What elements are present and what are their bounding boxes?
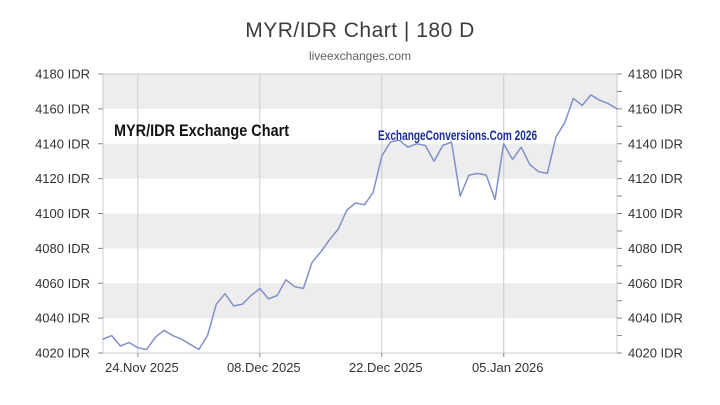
y-axis-label-right: 4040 IDR	[628, 311, 683, 326]
y-axis-label-right: 4160 IDR	[628, 101, 683, 116]
y-axis-label-left: 4100 IDR	[35, 206, 90, 221]
page-subtitle: liveexchanges.com	[308, 49, 412, 63]
y-axis-label-left: 4180 IDR	[35, 67, 90, 82]
rate-line-series	[102, 94, 618, 351]
grid-stripe	[103, 283, 617, 319]
y-axis-label-right: 4020 IDR	[628, 346, 683, 361]
y-axis-label-right: 4100 IDR	[628, 206, 683, 221]
watermark-exchange-chart: MYR/IDR Exchange Chart	[114, 121, 290, 140]
y-axis-label-left: 4160 IDR	[35, 101, 90, 116]
grid-stripe	[103, 143, 617, 179]
x-axis-label: 08.Dec 2025	[227, 360, 301, 375]
y-axis-label-left: 4040 IDR	[35, 311, 90, 326]
y-axis-label-left: 4020 IDR	[35, 346, 90, 361]
y-axis-label-left: 4080 IDR	[35, 241, 90, 256]
y-axis-label-left: 4060 IDR	[35, 276, 90, 291]
x-axis-label: 05.Jan 2026	[472, 360, 544, 375]
y-axis-label-right: 4080 IDR	[628, 241, 683, 256]
y-axis-label-right: 4140 IDR	[628, 136, 683, 151]
y-axis-label-left: 4120 IDR	[35, 171, 90, 186]
grid-stripe	[103, 213, 617, 249]
page-title: MYR/IDR Chart | 180 D	[245, 19, 475, 42]
grid-stripe	[103, 74, 617, 109]
y-axis-label-right: 4180 IDR	[628, 67, 683, 82]
x-axis-label: 22.Dec 2025	[349, 360, 423, 375]
y-axis-label-right: 4060 IDR	[628, 276, 683, 291]
y-axis-label-left: 4140 IDR	[35, 136, 90, 151]
y-axis-label-right: 4120 IDR	[628, 171, 683, 186]
x-axis-label: 24.Nov 2025	[105, 360, 179, 375]
watermark-exchangeconversions: ExchangeConversions.Com 2026	[378, 127, 538, 143]
